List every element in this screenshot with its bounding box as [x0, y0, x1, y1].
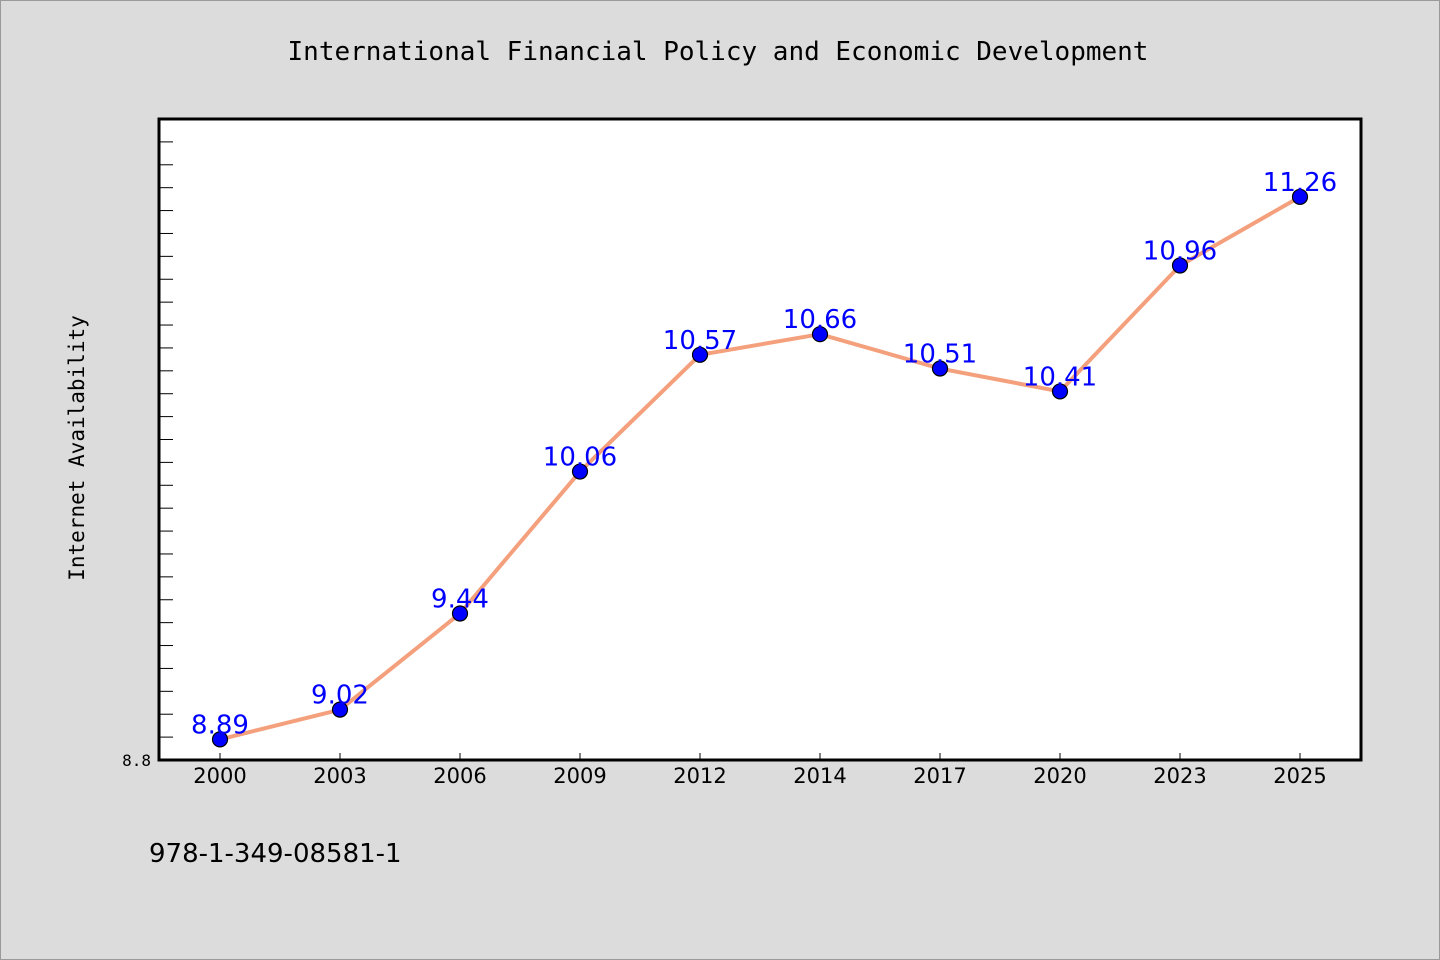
data-point [1291, 188, 1309, 205]
x-tick-label: 2017 [913, 764, 966, 788]
data-label: 10.41 [1023, 362, 1097, 392]
series-line [219, 195, 1301, 742]
data-point [211, 731, 229, 748]
data-label: 10.51 [903, 340, 977, 370]
x-tick-label: 2014 [793, 764, 846, 788]
data-label: 11.26 [1263, 168, 1337, 198]
data-label: 10.57 [663, 326, 737, 356]
data-point [931, 360, 949, 377]
plot-area [157, 117, 1363, 762]
y-axis-ticks: 8.8 [122, 141, 173, 770]
chart-title: International Financial Policy and Econo… [288, 37, 1149, 67]
data-label: 8.89 [191, 710, 249, 740]
x-tick-label: 2003 [313, 764, 366, 788]
data-label: 9.02 [311, 681, 369, 711]
x-tick-label: 2023 [1153, 764, 1206, 788]
x-tick-label: 2012 [673, 764, 726, 788]
y-axis-label: Internet Availability [65, 315, 89, 581]
x-tick-label: 2009 [553, 764, 606, 788]
data-point [691, 346, 709, 363]
data-labels: 8.89 9.02 9.44 10.06 10.57 10.66 10.51 10.41 10.… [191, 168, 1337, 741]
data-label: 9.44 [431, 584, 489, 614]
x-tick-label: 2025 [1273, 764, 1326, 788]
data-label: 10.06 [543, 443, 617, 473]
data-point [1051, 383, 1069, 400]
data-point [811, 326, 829, 343]
x-tick-label: 2020 [1033, 764, 1086, 788]
y-tick-label: 8.8 [122, 751, 151, 770]
data-point [451, 605, 469, 622]
isbn-footer: 978-1-349-08581-1 [149, 839, 402, 869]
x-tick-label: 2006 [433, 764, 486, 788]
x-tick-label: 2000 [193, 764, 246, 788]
x-axis-ticks: 2000 2003 2006 2009 2012 2014 2017 2020 2023 2025 [193, 753, 1327, 788]
line-series [211, 188, 1309, 748]
data-point [331, 701, 349, 718]
data-point [1171, 257, 1189, 274]
data-point [571, 463, 589, 480]
data-label: 10.66 [783, 305, 857, 335]
data-label: 10.96 [1143, 237, 1217, 267]
